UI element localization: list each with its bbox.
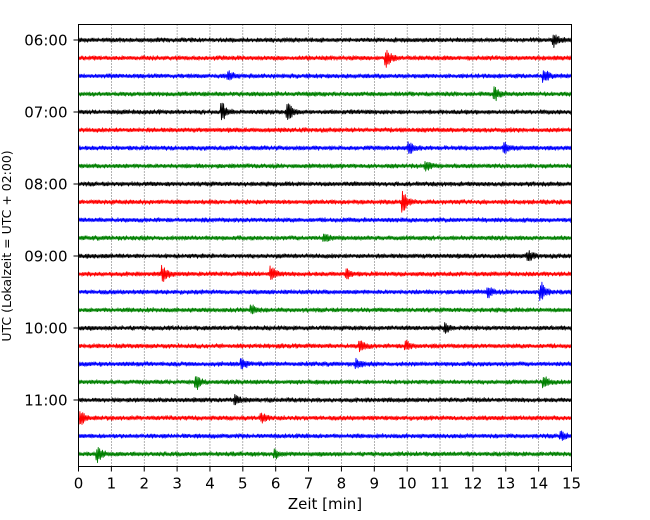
- trace-1015: [78, 339, 572, 353]
- trace-0815: [78, 190, 572, 213]
- trace-0800: [78, 181, 572, 187]
- y-tick-label: 11:00: [24, 392, 67, 410]
- x-tick-label: 1: [107, 475, 117, 493]
- y-tick-label: 09:00: [24, 248, 67, 266]
- trace-0845: [78, 233, 572, 242]
- trace-0630: [78, 70, 572, 83]
- trace-0915: [78, 264, 572, 282]
- x-tick-label: 4: [205, 475, 215, 493]
- trace-0830: [78, 217, 572, 223]
- y-tick-label: 06:00: [24, 32, 67, 50]
- x-tick-label: 3: [172, 475, 182, 493]
- trace-0945: [78, 304, 572, 315]
- x-tick-label: 15: [562, 475, 581, 493]
- y-axis-label: UTC (Lokalzeit = UTC + 02:00): [0, 150, 14, 341]
- x-tick-label: 6: [271, 475, 281, 493]
- x-tick-label: 2: [139, 475, 149, 493]
- trace-0645: [78, 86, 572, 102]
- trace-1000: [78, 322, 572, 334]
- x-tick-label: 9: [370, 475, 380, 493]
- plot-area: [78, 24, 572, 467]
- x-tick-label: 14: [529, 475, 548, 493]
- trace-0745: [78, 160, 572, 172]
- trace-0900: [78, 250, 572, 262]
- trace-0730: [78, 141, 572, 154]
- x-tick-label: 11: [430, 475, 449, 493]
- trace-1030: [78, 357, 572, 370]
- traces: [78, 34, 572, 464]
- y-tick-label: 10:00: [24, 320, 67, 338]
- trace-0930: [78, 281, 572, 301]
- trace-1130: [78, 430, 572, 441]
- x-axis-label: Zeit [min]: [288, 495, 362, 513]
- x-tick-label: 7: [304, 475, 314, 493]
- trace-0615: [78, 49, 572, 68]
- plot-border: [78, 24, 572, 467]
- x-tick-label: 0: [74, 475, 84, 493]
- x-tick-label: 8: [337, 475, 347, 493]
- x-tick-label: 5: [238, 475, 248, 493]
- trace-1045: [78, 376, 572, 391]
- trace-0715: [78, 127, 572, 133]
- trace-1145: [78, 447, 572, 464]
- trace-0600: [78, 34, 572, 48]
- trace-0700: [78, 102, 572, 121]
- x-tick-label: 13: [496, 475, 515, 493]
- y-axis-ticks: 06:00 07:00 08:00 09:00 10:00 11:00: [24, 32, 79, 410]
- x-tick-label: 10: [398, 475, 417, 493]
- x-tick-label: 12: [463, 475, 482, 493]
- x-axis-ticks: 0 1 2 3 4 5 6 7 8 9 10 11 12 13 14 15: [74, 466, 581, 493]
- y-tick-label: 07:00: [24, 104, 67, 122]
- y-tick-label: 08:00: [24, 176, 67, 194]
- trace-1115: [78, 411, 572, 425]
- trace-1100: [78, 393, 572, 406]
